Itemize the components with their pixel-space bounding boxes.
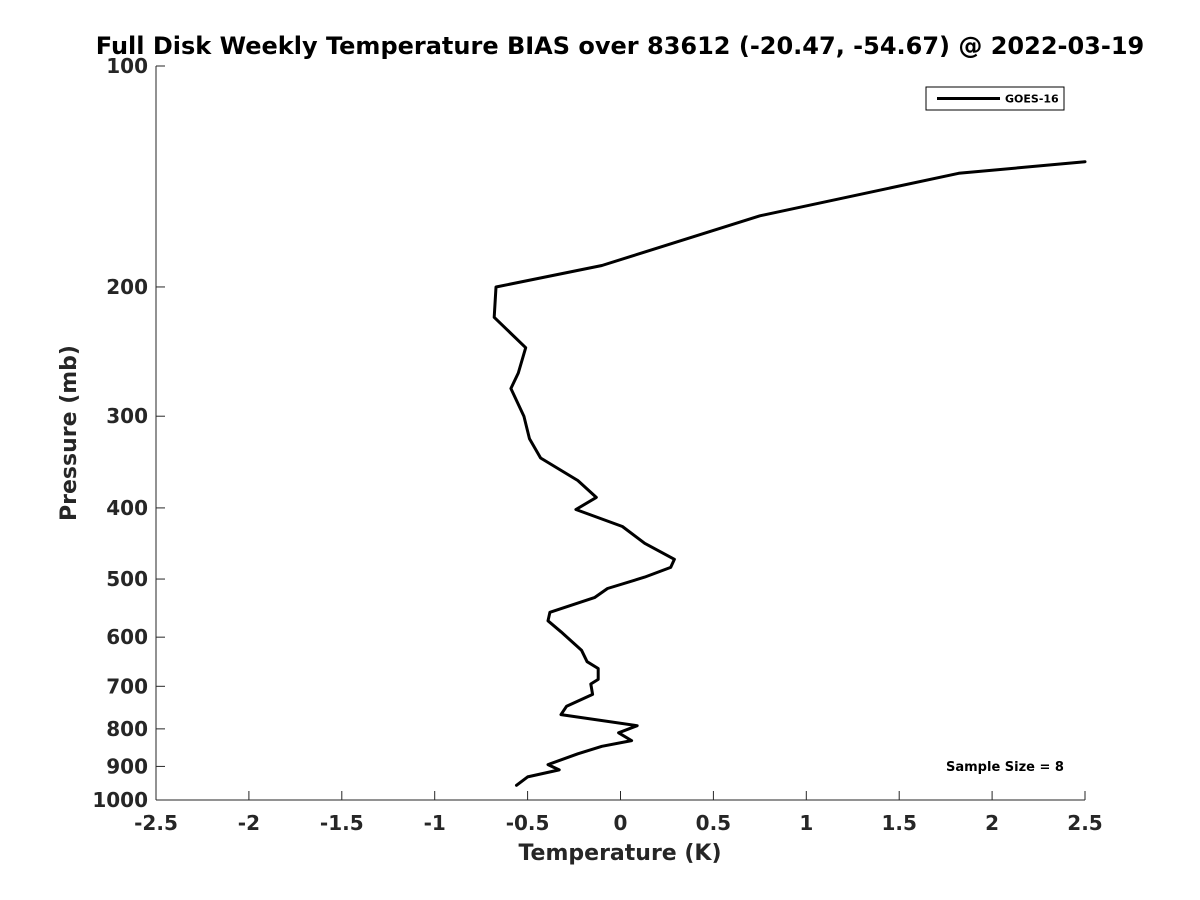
y-tick-label: 400 <box>106 496 148 520</box>
y-tick-label: 500 <box>106 567 148 591</box>
x-tick-label: 0 <box>614 811 628 835</box>
y-tick-label: 900 <box>106 754 148 778</box>
x-tick-label: -1 <box>424 811 446 835</box>
x-axis-label: Temperature (K) <box>518 841 721 866</box>
y-axis-label: Pressure (mb) <box>57 345 82 521</box>
x-tick-label: -1.5 <box>320 811 364 835</box>
chart-title: Full Disk Weekly Temperature BIAS over 8… <box>96 32 1144 60</box>
x-tick-label: -0.5 <box>506 811 550 835</box>
legend-label-goes16: GOES-16 <box>1005 93 1059 106</box>
y-tick-label: 600 <box>106 625 148 649</box>
y-tick-label: 800 <box>106 717 148 741</box>
y-tick-label: 1000 <box>92 788 148 812</box>
series-line-goes-16 <box>492 160 1087 787</box>
plot-area <box>492 160 1087 787</box>
y-tick-label: 100 <box>106 54 148 78</box>
x-tick-label: 1.5 <box>881 811 916 835</box>
legend: GOES-16 <box>925 86 1065 111</box>
y-axis: 100 200 300 400 500 600 700 800 900 1000 <box>92 54 165 812</box>
y-tick-label: 700 <box>106 674 148 698</box>
sample-size-note: Sample Size = 8 <box>946 760 1064 775</box>
y-tick-label: 300 <box>106 404 148 428</box>
x-axis: -2.5 -2 -1.5 -1 -0.5 0 0.5 1 1.5 2 2.5 <box>134 791 1103 835</box>
x-tick-label: -2 <box>238 811 260 835</box>
x-tick-label: 2.5 <box>1067 811 1102 835</box>
y-tick-label: 200 <box>106 275 148 299</box>
x-tick-label: 0.5 <box>696 811 731 835</box>
x-tick-label: 1 <box>799 811 813 835</box>
x-tick-label: 2 <box>985 811 999 835</box>
x-tick-label: -2.5 <box>134 811 178 835</box>
